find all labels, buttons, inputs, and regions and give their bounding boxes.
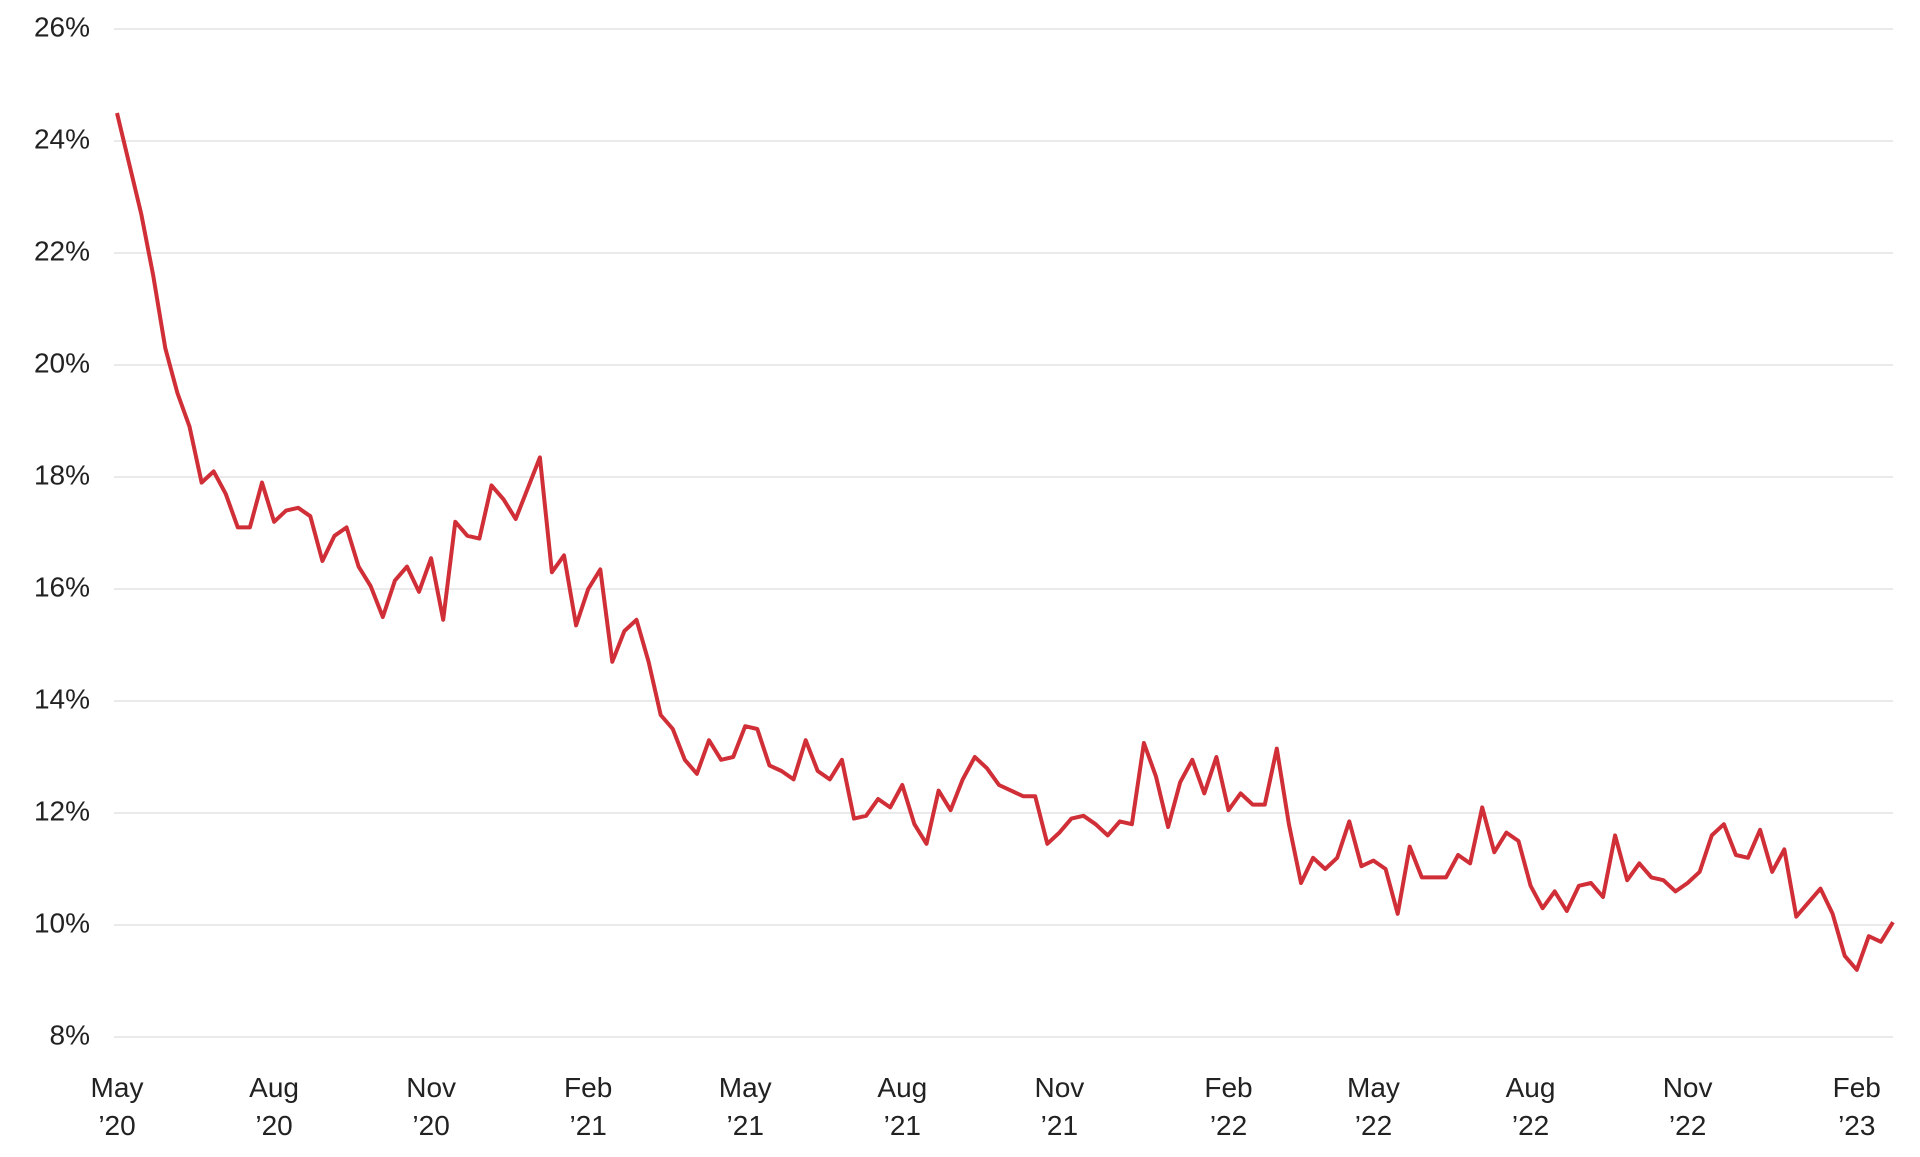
- y-tick-label: 26%: [34, 11, 90, 42]
- x-tick-label: Aug ’20: [249, 1072, 299, 1141]
- x-tick-label: Feb ’21: [564, 1072, 612, 1141]
- x-tick-label: Nov ’22: [1663, 1072, 1713, 1141]
- y-tick-label: 14%: [34, 683, 90, 714]
- y-tick-label: 8%: [50, 1019, 90, 1050]
- x-tick-label: May ’22: [1347, 1072, 1400, 1141]
- x-tick-label: May ’21: [719, 1072, 772, 1141]
- x-tick-label: Aug ’22: [1506, 1072, 1556, 1141]
- y-tick-label: 12%: [34, 795, 90, 826]
- x-tick-label: Aug ’21: [877, 1072, 927, 1141]
- x-tick-label: Feb ’22: [1204, 1072, 1252, 1141]
- x-tick-label: Feb ’23: [1833, 1072, 1881, 1141]
- x-tick-label: Nov ’20: [406, 1072, 456, 1141]
- data-line: [115, 112, 1895, 972]
- x-tick-label: Nov ’21: [1034, 1072, 1084, 1141]
- y-tick-label: 24%: [34, 123, 90, 154]
- y-tick-label: 16%: [34, 571, 90, 602]
- y-tick-label: 10%: [34, 907, 90, 938]
- y-tick-label: 20%: [34, 347, 90, 378]
- x-tick-label: May ’20: [91, 1072, 144, 1141]
- y-tick-label: 18%: [34, 459, 90, 490]
- y-tick-label: 22%: [34, 235, 90, 266]
